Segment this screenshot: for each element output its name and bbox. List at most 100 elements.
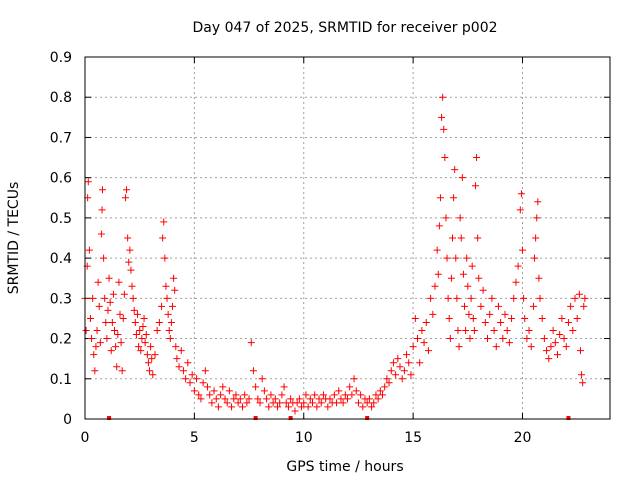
data-point bbox=[144, 359, 152, 367]
data-point bbox=[368, 403, 376, 411]
data-point bbox=[184, 359, 192, 367]
data-point bbox=[94, 278, 102, 286]
data-point bbox=[165, 327, 173, 335]
data-point bbox=[223, 399, 231, 407]
data-point bbox=[470, 327, 478, 335]
data-point bbox=[354, 399, 362, 407]
data-point bbox=[549, 327, 557, 335]
y-tick-label: 0.6 bbox=[50, 171, 72, 187]
data-point bbox=[416, 359, 424, 367]
data-point bbox=[499, 335, 507, 343]
data-point bbox=[88, 335, 96, 343]
data-point bbox=[525, 327, 533, 335]
grid-lines bbox=[85, 57, 610, 419]
data-point bbox=[443, 254, 451, 262]
data-point bbox=[558, 314, 566, 322]
data-point bbox=[533, 214, 541, 222]
data-point bbox=[439, 93, 447, 101]
data-point bbox=[171, 286, 179, 294]
data-point bbox=[139, 322, 147, 330]
data-point bbox=[492, 343, 500, 351]
data-point bbox=[465, 310, 473, 318]
data-point bbox=[82, 327, 90, 335]
data-point bbox=[556, 331, 564, 339]
data-point bbox=[538, 314, 546, 322]
data-point bbox=[376, 387, 384, 395]
data-point bbox=[99, 186, 106, 194]
data-point bbox=[123, 186, 131, 194]
data-point bbox=[300, 399, 308, 407]
data-point bbox=[479, 286, 487, 294]
data-point bbox=[166, 335, 174, 343]
data-point bbox=[247, 339, 255, 347]
x-tick-label: 20 bbox=[514, 430, 532, 446]
data-point bbox=[119, 314, 127, 322]
data-point bbox=[228, 403, 236, 411]
data-point bbox=[389, 359, 397, 367]
plot-frame bbox=[84, 56, 611, 420]
data-point bbox=[249, 367, 257, 375]
data-point bbox=[431, 282, 439, 290]
data-point bbox=[560, 335, 568, 343]
data-point bbox=[363, 399, 371, 407]
data-point bbox=[130, 306, 138, 314]
data-point bbox=[359, 403, 367, 411]
x-tick-label: 15 bbox=[404, 430, 422, 446]
data-point bbox=[579, 379, 587, 387]
x-tick-label: 0 bbox=[81, 430, 90, 446]
data-point bbox=[464, 282, 472, 290]
data-point bbox=[523, 335, 531, 343]
data-point bbox=[449, 234, 456, 242]
data-point bbox=[337, 395, 345, 403]
data-point bbox=[225, 387, 233, 395]
data-point bbox=[458, 174, 466, 182]
data-point bbox=[295, 395, 303, 403]
data-point bbox=[239, 403, 246, 411]
data-point bbox=[409, 343, 417, 351]
data-point bbox=[554, 351, 561, 359]
data-point bbox=[302, 391, 310, 399]
data-point bbox=[405, 359, 413, 367]
data-point bbox=[447, 274, 455, 282]
data-point bbox=[91, 367, 99, 375]
data-point bbox=[230, 395, 238, 403]
data-point bbox=[298, 403, 306, 411]
x-axis-label: GPS time / hours bbox=[286, 459, 403, 475]
data-point bbox=[481, 318, 489, 326]
data-point bbox=[112, 343, 120, 351]
data-point bbox=[341, 391, 349, 399]
data-point bbox=[86, 314, 94, 322]
data-point bbox=[451, 166, 459, 174]
data-point bbox=[581, 294, 589, 302]
data-point bbox=[137, 347, 145, 355]
data-point bbox=[543, 347, 551, 355]
data-point bbox=[484, 335, 491, 343]
data-point bbox=[398, 375, 406, 383]
data-point bbox=[195, 391, 203, 399]
data-point bbox=[175, 363, 183, 371]
data-point bbox=[245, 395, 253, 403]
data-point bbox=[488, 294, 496, 302]
baseline-marker bbox=[566, 416, 571, 420]
data-point bbox=[95, 302, 103, 310]
data-point bbox=[545, 355, 553, 363]
data-point bbox=[467, 294, 475, 302]
data-point bbox=[461, 302, 469, 310]
data-point bbox=[311, 391, 319, 399]
data-point bbox=[190, 387, 198, 395]
data-point bbox=[96, 339, 104, 347]
data-point bbox=[462, 327, 470, 335]
data-point bbox=[505, 339, 513, 347]
data-point bbox=[146, 367, 154, 375]
data-point bbox=[510, 294, 518, 302]
data-point bbox=[114, 331, 122, 339]
data-point bbox=[304, 403, 312, 411]
data-point bbox=[155, 318, 163, 326]
data-point bbox=[394, 355, 402, 363]
data-point bbox=[436, 194, 444, 202]
data-point bbox=[330, 391, 338, 399]
data-point bbox=[535, 274, 543, 282]
data-point bbox=[113, 363, 121, 371]
data-point bbox=[188, 371, 196, 379]
baseline-marker bbox=[253, 416, 258, 420]
